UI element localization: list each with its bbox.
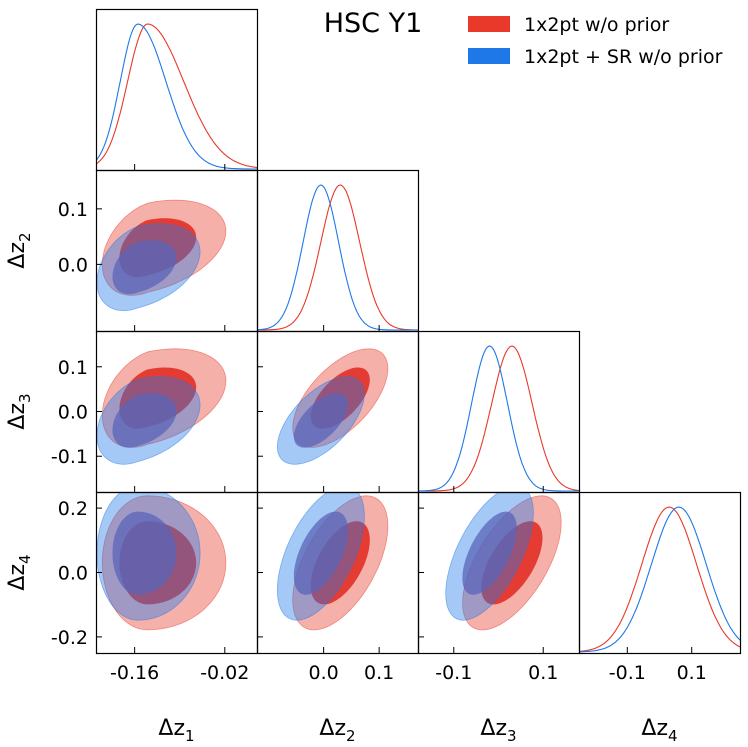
x-tick-label-1-0: 0.0: [309, 662, 339, 684]
legend-label-series-0: 1x2pt w/o prior: [524, 14, 669, 36]
marginal-curve-2-series-0: [418, 345, 579, 492]
marginal-curve-0-series-1: [96, 23, 257, 170]
contour-68-3-1-series-1: [293, 511, 348, 595]
legend-swatch-series-1: [468, 48, 510, 64]
x-tick-label-1-1: 0.1: [364, 662, 394, 684]
panel-3-3: [578, 491, 742, 655]
marginal-curve-1-series-0: [257, 184, 418, 331]
contour-68-3-2-series-0: [481, 521, 543, 605]
panel-2-2: [417, 330, 581, 494]
chart-title: HSC Y1: [324, 8, 423, 39]
y-tick-label-3-1: 0.0: [58, 563, 88, 585]
marginal-curve-3-series-1: [579, 506, 740, 653]
legend: HSC Y1 1x2pt w/o prior 1x2pt + SR w/o pr…: [324, 8, 723, 68]
y-axis-label-4: Δz4: [5, 554, 34, 590]
panel-content-3-3: [579, 506, 740, 653]
panel-content-1-0: [96, 199, 227, 312]
y-axis-label-3: Δz3: [5, 393, 34, 429]
axis-labels-layer: 0.1 0.0 0.1 0.0 -0.1 -0.16 -0.02 0.2 0.0 -0.2 0.0 0…: [5, 199, 707, 745]
x-axis-label-2: Δz2: [319, 716, 355, 745]
contour-68-1-0-series-1: [112, 240, 177, 295]
panel-content-2-1: [276, 348, 389, 465]
x-tick-label-3-0: -0.1: [609, 662, 646, 684]
panel-3-2: [417, 491, 581, 655]
contour-68-2-1-series-1: [293, 393, 348, 448]
legend-label-series-1: 1x2pt + SR w/o prior: [524, 46, 723, 68]
panel-content-2-0: [96, 348, 227, 465]
y-tick-label-2-1: 0.0: [58, 402, 88, 424]
panel-1-1: [256, 169, 420, 333]
y-tick-label-3-0: 0.2: [58, 498, 88, 520]
panel-3-0: [95, 491, 259, 655]
x-axis-label-4: Δz4: [641, 716, 677, 745]
y-tick-label-1-1: 0.0: [58, 254, 88, 276]
panel-content-2-2: [418, 345, 579, 492]
y-tick-label-1-0: 0.1: [58, 199, 88, 221]
x-tick-label-0-1: -0.02: [200, 662, 249, 684]
panel-2-0: [95, 330, 259, 494]
marginal-curve-2-series-1: [418, 345, 579, 492]
y-tick-label-2-2: -0.1: [51, 446, 88, 468]
y-tick-label-2-0: 0.1: [58, 357, 88, 379]
contour-68-3-1-series-0: [310, 521, 370, 605]
marginal-curve-3-series-0: [579, 506, 740, 652]
marginal-curve-1-series-1: [257, 184, 418, 331]
x-tick-label-2-1: 0.1: [528, 662, 558, 684]
panel-content-1-1: [257, 184, 418, 331]
panel-content-3-0: [96, 492, 227, 631]
legend-swatch-series-0: [468, 16, 510, 32]
x-axis-label-3: Δz3: [480, 716, 516, 745]
contour-68-3-2-series-1: [462, 511, 517, 595]
x-tick-label-3-1: 0.1: [677, 662, 707, 684]
panels-layer: [95, 8, 742, 655]
x-tick-label-0-0: -0.16: [110, 662, 159, 684]
panel-frame-2-2: [417, 330, 581, 494]
contour-68-3-0-series-1: [112, 511, 177, 595]
panel-frame-0-0: [95, 8, 259, 172]
x-axis-label-1: Δz1: [158, 716, 194, 745]
panel-content-3-2: [445, 492, 562, 631]
contour-68-2-0-series-1: [112, 393, 177, 448]
y-tick-label-3-2: -0.2: [51, 627, 88, 649]
x-tick-label-2-0: -0.1: [435, 662, 472, 684]
panel-frame-3-3: [578, 491, 742, 655]
panel-frame-1-1: [256, 169, 420, 333]
y-axis-label-2: Δz2: [5, 232, 34, 268]
panel-2-1: [256, 330, 420, 494]
marginal-curve-0-series-0: [96, 23, 257, 169]
panel-0-0: [95, 8, 259, 172]
panel-1-0: [95, 169, 259, 333]
panel-content-0-0: [96, 23, 257, 170]
panel-content-3-1: [276, 492, 389, 631]
panel-3-1: [256, 491, 420, 655]
